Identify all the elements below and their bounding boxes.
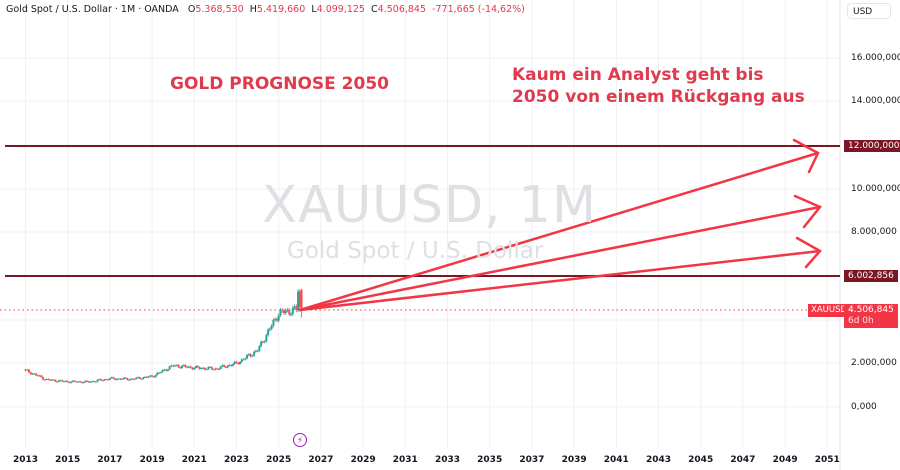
time-label: 2051	[814, 455, 840, 465]
time-label: 2039	[561, 455, 587, 465]
time-label: 2023	[223, 455, 250, 465]
price-label: 14.000,000	[851, 96, 900, 106]
time-label: 2015	[55, 455, 81, 465]
projection-arrows	[298, 138, 822, 312]
time-label: 2029	[350, 455, 376, 465]
time-label: 2037	[519, 455, 545, 465]
time-label: 2013	[12, 455, 39, 465]
change-value: -771,665 (-14,62%)	[432, 4, 525, 15]
time-label: 2045	[688, 455, 714, 465]
price-label: 2.000,000	[851, 358, 897, 368]
time-label: 2019	[139, 455, 165, 465]
time-label: 2027	[308, 455, 334, 465]
current-price-badge: 4.506,845 6d 0h	[844, 304, 898, 328]
time-label: 2035	[477, 455, 503, 465]
ohlc-legend: Gold Spot / U.S. Dollar · 1M · OANDA O5.…	[6, 4, 525, 15]
time-label: 2043	[645, 455, 672, 465]
lightning-event-icon[interactable]: ⚡	[293, 433, 307, 447]
symbol-tag: XAUUSD	[808, 304, 851, 317]
annotation-note[interactable]: Kaum ein Analyst geht bis 2050 von einem…	[512, 65, 805, 107]
annotation-title[interactable]: GOLD PROGNOSE 2050	[170, 74, 389, 94]
price-label: 10.000,000	[851, 184, 900, 194]
time-label: 2049	[772, 455, 798, 465]
time-label: 2031	[392, 455, 418, 465]
time-label: 2021	[181, 455, 207, 465]
watermark-ticker: XAUUSD, 1M	[262, 176, 598, 235]
level-badge-low: 6.002,856	[844, 270, 898, 282]
time-label: 2047	[730, 455, 756, 465]
time-label: 2041	[603, 455, 629, 465]
time-label: 2025	[266, 455, 292, 465]
low-value: 4.099,125	[316, 4, 365, 15]
time-label: 2033	[434, 455, 461, 465]
price-label: 0,000	[851, 402, 877, 412]
close-value: 4.506,845	[377, 4, 427, 15]
watermark-name: Gold Spot / U.S. Dollar	[287, 238, 544, 264]
symbol-title[interactable]: Gold Spot / U.S. Dollar · 1M · OANDA	[6, 4, 179, 15]
time-label: 2017	[97, 455, 123, 465]
currency-button[interactable]: USD	[847, 3, 891, 19]
price-label: 16.000,000	[851, 53, 900, 63]
open-value: 5.368,530	[195, 4, 244, 15]
price-label: 8.000,000	[851, 227, 897, 237]
high-value: 5.419,660	[256, 4, 306, 15]
level-badge-high: 12.000,000	[844, 140, 900, 152]
